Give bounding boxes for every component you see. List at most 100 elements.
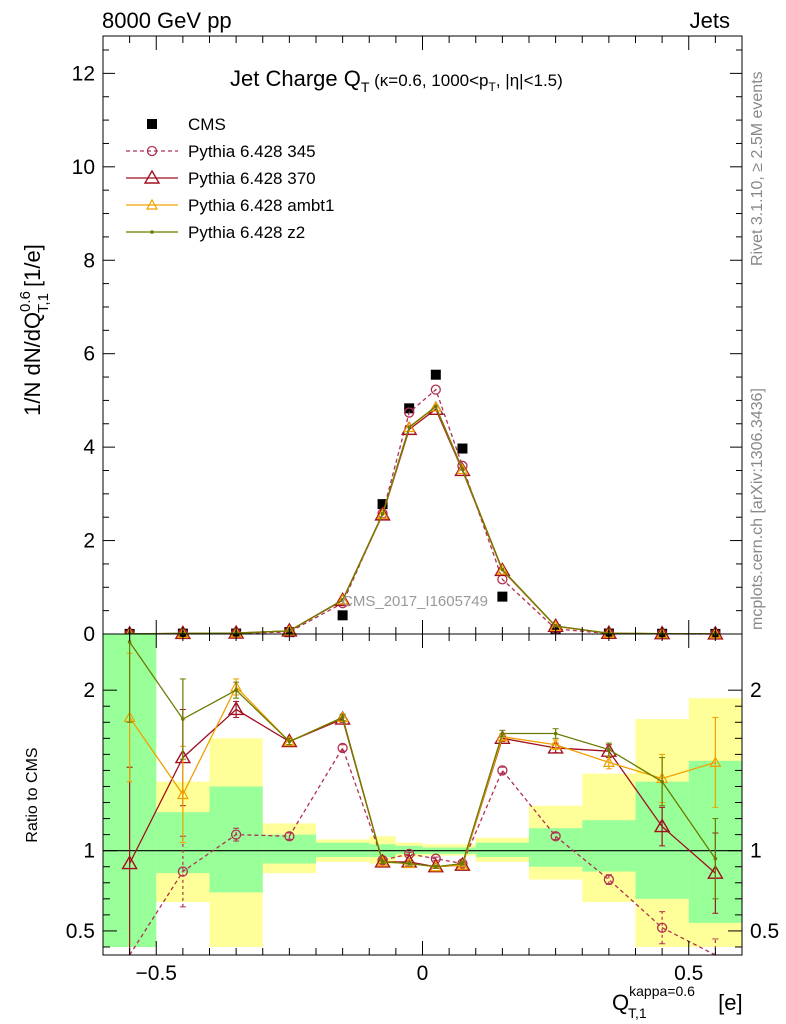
- legend-label: Pythia 6.428 ambt1: [188, 196, 334, 215]
- ratio-point: [177, 866, 189, 877]
- ratio-point: [374, 853, 391, 868]
- ratio-line: [129, 746, 716, 956]
- ratio-point: [430, 853, 441, 864]
- uncertainty-band-inner: [475, 842, 529, 858]
- header-right: Jets: [690, 8, 730, 33]
- data-point: [377, 499, 388, 510]
- legend-marker: [147, 119, 157, 129]
- ratio-y-axis-label: Ratio to CMS: [24, 747, 41, 842]
- data-point: [376, 508, 389, 520]
- ratio-point: [121, 855, 138, 870]
- ratio-point: [709, 756, 722, 768]
- legend-item-1: Pythia 6.428 345: [126, 142, 316, 161]
- ratio-point: [234, 688, 238, 692]
- y-axis-label: 1/N dN/dQ0.6T,1 [1/e]: [17, 244, 52, 416]
- ratio-point: [284, 831, 295, 842]
- data-point: [456, 463, 469, 475]
- ratio-point: [460, 861, 465, 866]
- data-point: [334, 591, 351, 607]
- legend-item-4: Pythia 6.428 z2: [126, 223, 305, 242]
- uncertainty-band-inner: [316, 842, 370, 858]
- legend-label: Pythia 6.428 370: [188, 169, 316, 188]
- y-tick-label: 4: [83, 436, 95, 459]
- ratio-y-tick-label: 0.5: [66, 920, 95, 943]
- data-point: [430, 369, 441, 380]
- data-point: [460, 467, 465, 471]
- legend-item-2: Pythia 6.428 370: [126, 169, 316, 188]
- data-point: [430, 384, 441, 395]
- legend-item-3: Pythia 6.428 ambt1: [126, 196, 334, 215]
- data-point: [374, 506, 391, 521]
- mcplots-label: mcplots.cern.ch [arXiv:1306.3436]: [749, 388, 766, 630]
- ratio-point: [434, 864, 438, 869]
- y-tick-label: 0: [83, 623, 95, 646]
- ratio-point: [230, 829, 242, 840]
- series-line: [129, 405, 716, 635]
- y-tick-label: 12: [72, 62, 95, 85]
- ratio-point: [607, 747, 611, 752]
- ratio-y-tick-label-right: 2: [750, 679, 762, 702]
- ratio-y-tick-label: 2: [83, 679, 95, 702]
- data-point: [340, 598, 345, 602]
- ratio-line: [129, 641, 716, 868]
- data-point: [434, 404, 438, 409]
- ratio-point: [713, 856, 718, 861]
- data-point: [429, 400, 442, 412]
- header-left: 8000 GeV pp: [102, 8, 232, 33]
- legend-item-0: CMS: [147, 115, 226, 134]
- ratio-point: [553, 731, 558, 736]
- y-tick-label: 8: [83, 249, 95, 272]
- watermark: CMS_2017_I1605749: [342, 593, 488, 610]
- ratio-point: [176, 788, 189, 800]
- data-point: [337, 610, 348, 621]
- chart-title: Jet Charge QT (κ=0.6, 1000<pT, |η|<1.5): [230, 66, 563, 95]
- y-tick-label: 2: [83, 530, 95, 553]
- y-tick-label: 10: [72, 156, 95, 179]
- x-tick-label: 0.5: [674, 962, 703, 985]
- ratio-panel: Ratio to CMS 0.5 0.5 1 1 2 2 −0.5 0 0.5 Qkappa=0…: [24, 633, 779, 1021]
- data-point: [336, 593, 349, 605]
- legend-label: CMS: [188, 115, 226, 134]
- ratio-point: [602, 756, 615, 768]
- x-tick-label: 0: [417, 962, 429, 985]
- rivet-label: Rivet 3.1.10, ≥ 2.5M events: [749, 71, 766, 266]
- data-point: [454, 462, 471, 477]
- ratio-point: [181, 717, 185, 721]
- legend-marker: [150, 230, 154, 234]
- ratio-point: [549, 738, 562, 750]
- ratio-line: [129, 708, 716, 874]
- ratio-point: [227, 701, 245, 716]
- ratio-y-tick-label: 1: [83, 840, 95, 863]
- data-point: [404, 407, 415, 418]
- ratio-y-tick-label-right: 0.5: [750, 920, 779, 943]
- data-point: [457, 443, 468, 454]
- legend-marker: [146, 145, 158, 157]
- legend-marker: [143, 169, 161, 184]
- data-point: [500, 567, 505, 572]
- ratio-point: [603, 874, 615, 885]
- uncertainty-band-inner: [582, 820, 636, 872]
- data-point: [403, 421, 416, 433]
- uncertainty-band-inner: [529, 828, 583, 867]
- main-panel: CMS_2017_I1605749 Jet Charge QT (κ=0.6, …: [17, 35, 743, 646]
- ratio-point: [660, 779, 664, 784]
- ratio-y-tick-label-right: 1: [750, 840, 762, 863]
- y-tick-label: 6: [83, 343, 95, 366]
- legend-label: Pythia 6.428 345: [188, 142, 316, 161]
- ratio-point: [400, 853, 418, 868]
- ratio-point: [500, 731, 505, 736]
- data-point: [496, 563, 509, 575]
- ratio-point: [340, 715, 345, 720]
- data-point: [497, 591, 508, 602]
- ratio-point: [497, 765, 508, 776]
- ratio-point: [550, 831, 561, 842]
- ratio-point: [656, 922, 668, 933]
- data-point: [553, 624, 558, 628]
- ratio-point: [287, 739, 292, 744]
- data-point: [407, 425, 411, 429]
- legend: CMS Pythia 6.428 345 Pythia 6.428 370 Pythi…: [126, 115, 334, 242]
- legend-label: Pythia 6.428 z2: [188, 223, 305, 242]
- ratio-point: [407, 861, 411, 866]
- ratio-point: [127, 640, 132, 644]
